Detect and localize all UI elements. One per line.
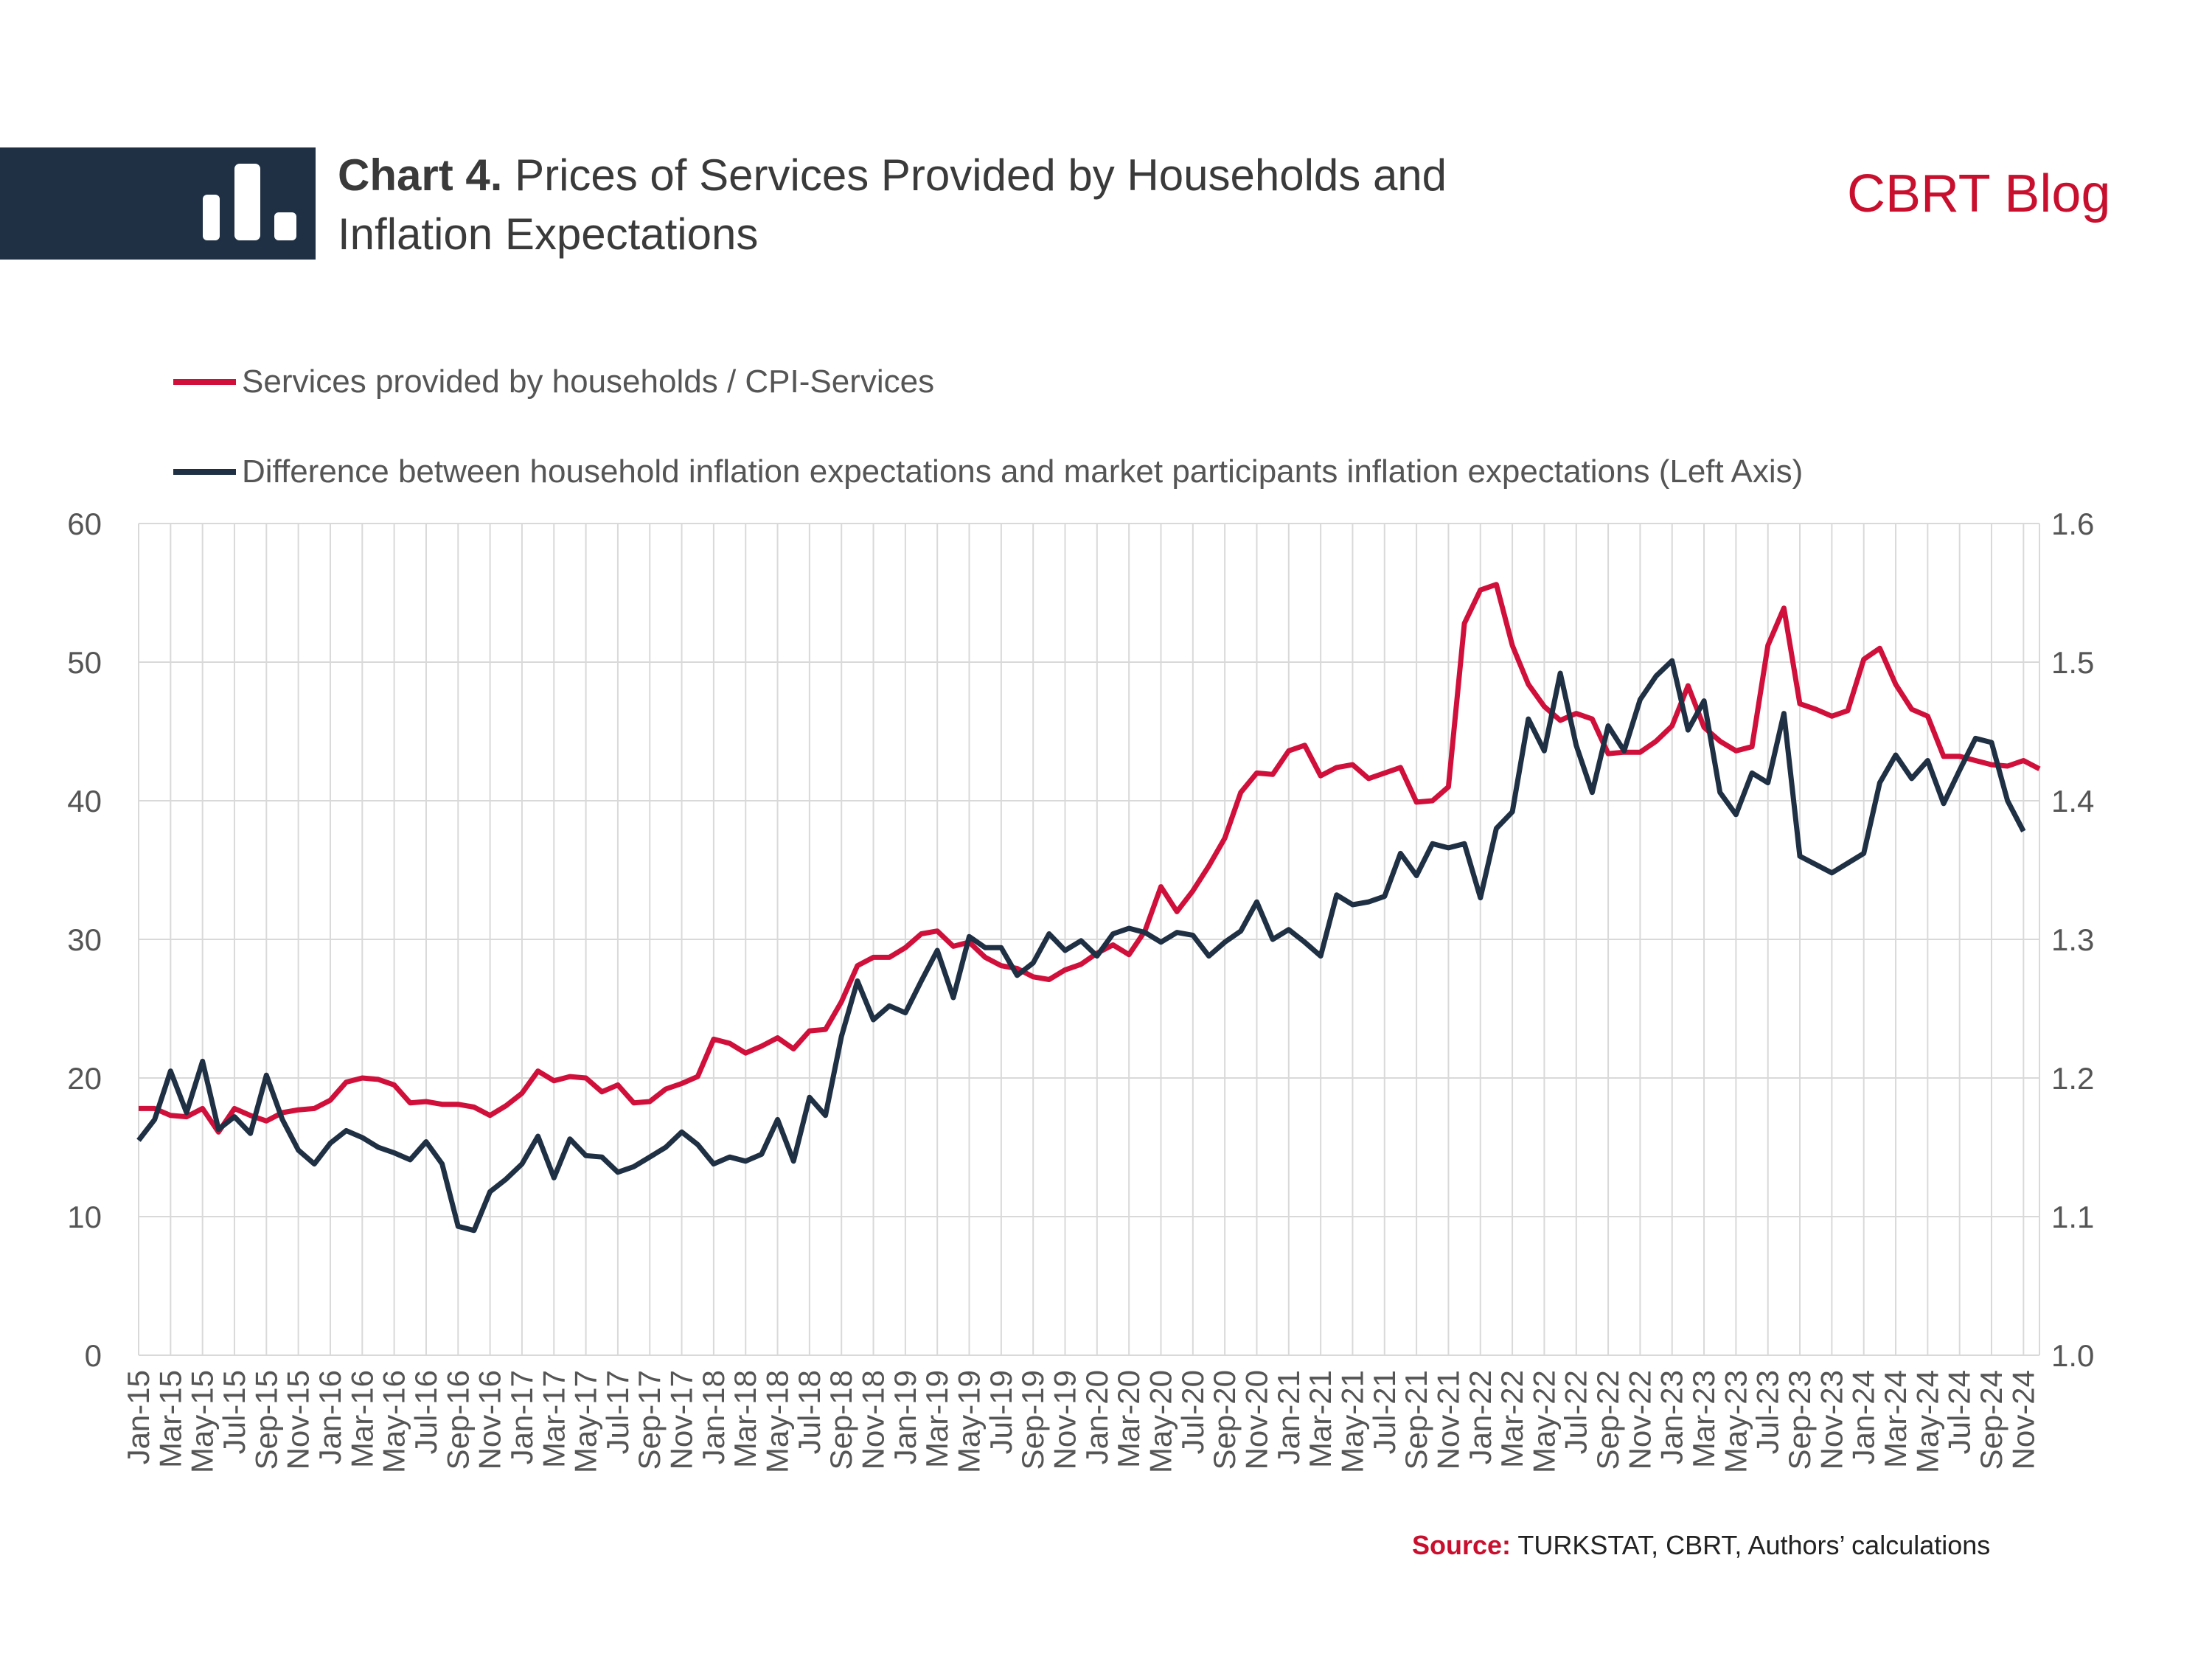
x-tick-label: Jan-18 <box>696 1370 731 1464</box>
legend: Services provided by households / CPI-Se… <box>173 364 1803 490</box>
x-tick-label: Jul-17 <box>600 1370 635 1454</box>
right-tick-label: 1.1 <box>2051 1200 2094 1234</box>
left-tick-label: 30 <box>67 922 102 957</box>
x-tick-label: Sep-20 <box>1207 1370 1242 1470</box>
source-label: Source: <box>1412 1530 1512 1560</box>
x-tick-label: May-15 <box>185 1370 220 1473</box>
right-tick-label: 1.0 <box>2051 1338 2094 1373</box>
x-tick-label: Mar-19 <box>919 1370 954 1468</box>
chart-title: Chart 4. Prices of Services Provided by … <box>338 146 1447 264</box>
x-tick-label: Sep-21 <box>1399 1370 1433 1470</box>
x-tick-label: Sep-23 <box>1782 1370 1817 1470</box>
source-note: Source: TURKSTAT, CBRT, Authors’ calcula… <box>1412 1530 1990 1561</box>
x-tick-label: Jan-21 <box>1271 1370 1306 1464</box>
legend-label-difference: Difference between household inflation e… <box>242 453 1803 490</box>
right-axis: 1.0 1.1 1.2 1.3 1.4 1.5 1.6 <box>2051 507 2094 1373</box>
x-tick-label: Jul-22 <box>1559 1370 1593 1454</box>
left-tick-label: 60 <box>67 507 102 541</box>
left-tick-label: 50 <box>67 645 102 680</box>
x-tick-label: Nov-18 <box>856 1370 891 1470</box>
right-tick-label: 1.3 <box>2051 922 2094 957</box>
x-tick-label: May-23 <box>1718 1370 1753 1473</box>
x-tick-label: Sep-18 <box>824 1370 858 1470</box>
x-tick-label: May-24 <box>1910 1370 1944 1473</box>
x-tick-label: Jul-18 <box>792 1370 827 1454</box>
x-tick-label: Jul-23 <box>1750 1370 1785 1454</box>
x-tick-label: Jan-24 <box>1846 1370 1881 1464</box>
grid-lines <box>138 523 2040 1356</box>
x-tick-label: May-22 <box>1526 1370 1561 1473</box>
right-tick-label: 1.6 <box>2051 507 2094 541</box>
x-tick-label: Sep-19 <box>1015 1370 1050 1470</box>
title-line-1: Prices of Services Provided by Household… <box>515 150 1447 200</box>
chart-label: Chart 4. <box>338 150 503 200</box>
right-tick-label: 1.2 <box>2051 1061 2094 1096</box>
x-tick-label: Sep-16 <box>440 1370 475 1470</box>
x-tick-label: Jan-15 <box>121 1370 156 1464</box>
x-tick-label: Nov-17 <box>664 1370 699 1470</box>
x-tick-label: Jan-17 <box>504 1370 539 1464</box>
x-tick-label: Nov-22 <box>1622 1370 1657 1470</box>
x-tick-label: Mar-18 <box>728 1370 762 1468</box>
x-tick-label: Sep-15 <box>248 1370 283 1470</box>
x-tick-label: Mar-24 <box>1878 1370 1913 1468</box>
x-tick-label: May-17 <box>568 1370 603 1473</box>
x-tick-label: Jul-19 <box>984 1370 1018 1454</box>
x-tick-label: Nov-23 <box>1814 1370 1848 1470</box>
series-lines <box>136 582 2041 1234</box>
series-line-households <box>139 582 2041 1135</box>
left-tick-label: 40 <box>67 784 102 818</box>
source-text: TURKSTAT, CBRT, Authors’ calculations <box>1517 1530 1991 1560</box>
x-tick-label: Jan-23 <box>1655 1370 1689 1464</box>
left-tick-label: 0 <box>85 1338 102 1373</box>
x-tick-label: May-20 <box>1143 1370 1178 1473</box>
x-tick-label: Nov-15 <box>281 1370 316 1470</box>
x-tick-label: Sep-22 <box>1590 1370 1625 1470</box>
left-tick-label: 20 <box>67 1061 102 1096</box>
x-tick-label: May-16 <box>377 1370 411 1473</box>
x-tick-label: Nov-24 <box>2006 1370 2040 1470</box>
x-tick-label: Mar-20 <box>1111 1370 1146 1468</box>
x-tick-label: Sep-24 <box>1974 1370 2008 1470</box>
x-tick-label: May-19 <box>952 1370 987 1473</box>
legend-label-households: Services provided by households / CPI-Se… <box>242 364 934 400</box>
x-tick-label: Jul-16 <box>408 1370 443 1454</box>
x-tick-label: Jul-21 <box>1367 1370 1402 1454</box>
right-tick-label: 1.5 <box>2051 645 2094 680</box>
x-tick-label: Mar-22 <box>1495 1370 1529 1468</box>
x-axis: Jan-15Mar-15May-15Jul-15Sep-15Nov-15Jan-… <box>121 1370 2040 1473</box>
left-axis: 0 10 20 30 40 50 60 <box>67 507 102 1373</box>
x-tick-label: Jul-15 <box>217 1370 251 1454</box>
x-tick-label: Nov-19 <box>1048 1370 1082 1470</box>
x-tick-label: Mar-16 <box>344 1370 379 1468</box>
x-tick-label: Jul-24 <box>1942 1370 1977 1454</box>
title-line-2: Inflation Expectations <box>338 209 759 259</box>
x-tick-label: Sep-17 <box>632 1370 667 1470</box>
series-line-difference <box>136 658 2026 1234</box>
x-tick-label: Jan-20 <box>1079 1370 1114 1464</box>
x-tick-label: May-18 <box>760 1370 795 1473</box>
x-tick-label: Mar-17 <box>536 1370 571 1468</box>
x-tick-label: May-21 <box>1335 1370 1369 1473</box>
x-tick-label: Jul-20 <box>1175 1370 1210 1454</box>
x-tick-label: Mar-21 <box>1303 1370 1338 1468</box>
x-tick-label: Nov-21 <box>1430 1370 1465 1470</box>
brand-logo-text: CBRT Blog <box>1847 164 2111 223</box>
x-tick-label: Nov-20 <box>1239 1370 1273 1470</box>
right-tick-label: 1.4 <box>2051 784 2094 818</box>
left-tick-label: 10 <box>67 1200 102 1234</box>
x-tick-label: Mar-15 <box>153 1370 187 1468</box>
x-tick-label: Jan-22 <box>1463 1370 1498 1464</box>
x-tick-label: Nov-16 <box>473 1370 507 1470</box>
x-tick-label: Jan-19 <box>888 1370 922 1464</box>
x-tick-label: Mar-23 <box>1686 1370 1721 1468</box>
header-bar <box>0 147 316 260</box>
x-tick-label: Jan-16 <box>313 1370 347 1464</box>
